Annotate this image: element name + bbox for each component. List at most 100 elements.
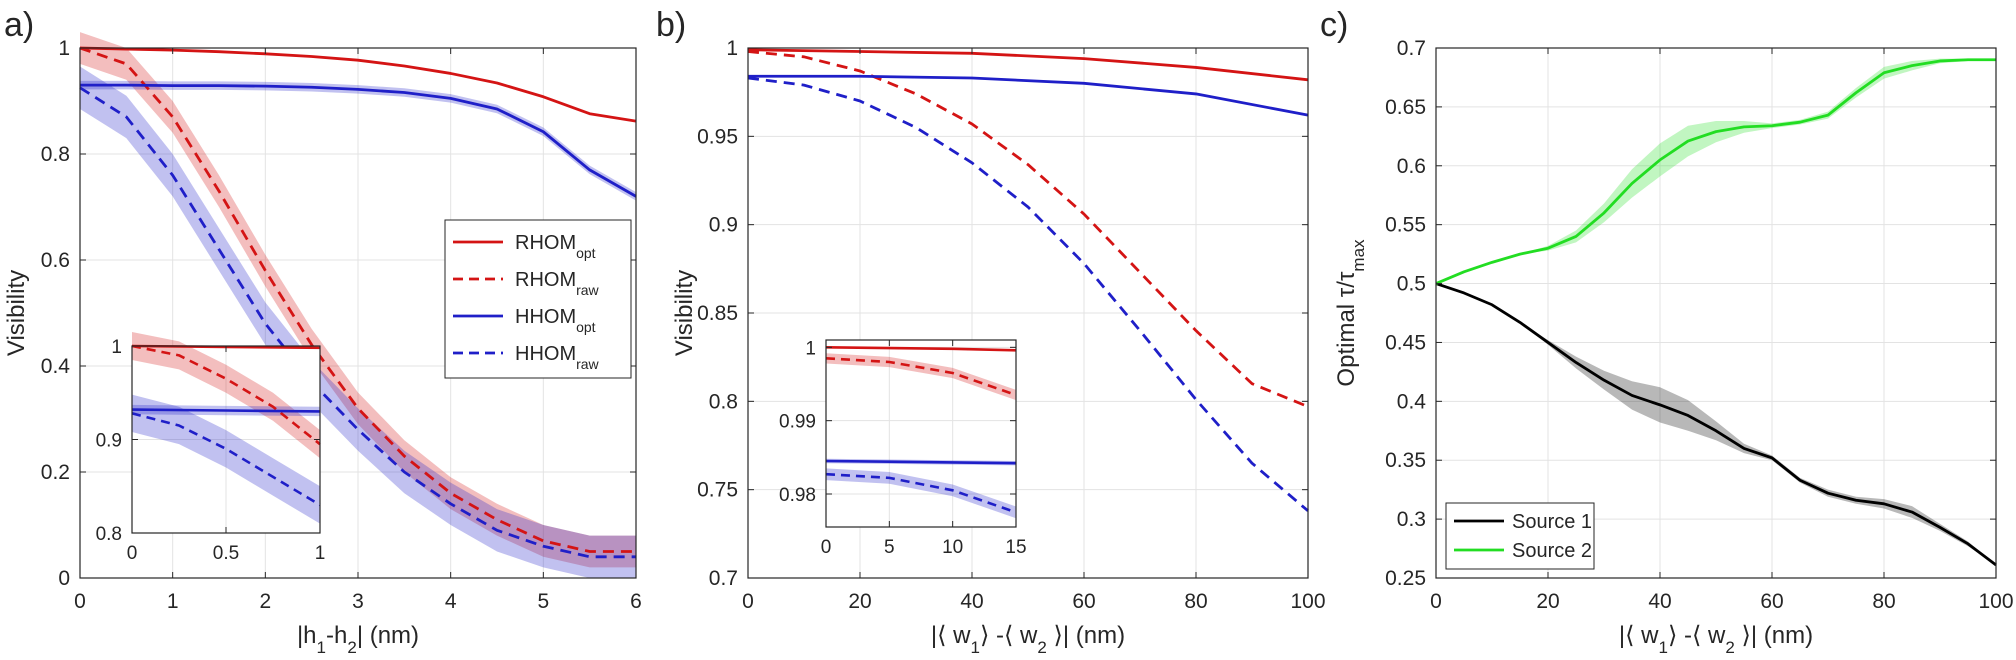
- x-axis-label: |h1-h2| (nm): [297, 622, 419, 657]
- series-band-HHOMopt: [80, 80, 636, 201]
- y-axis-label: Visibility: [3, 270, 30, 356]
- series-line-s3: [131, 412, 321, 507]
- series-line-HHOMraw: [747, 76, 1309, 512]
- y-tick-label: 0.7: [709, 567, 738, 590]
- y-tick-label: 0.98: [779, 485, 816, 506]
- legend-label-sub: opt: [576, 245, 596, 261]
- inset-panel-a: 0 0.5 1 0.8 0.9 1: [96, 331, 325, 564]
- label-subscript: 1: [971, 638, 980, 657]
- x-tick-label: 5: [537, 590, 549, 613]
- x-tick-label: 3: [352, 590, 364, 613]
- label-subscript: 2: [1037, 638, 1046, 657]
- series-band-HHOMraw: [80, 66, 636, 579]
- y-tick-label: 0.25: [1385, 567, 1426, 590]
- series-line-s1: [131, 344, 321, 446]
- series-band-s3: [826, 468, 1016, 519]
- y-tick-label: 0.85: [697, 302, 738, 325]
- y-tick-label: 0.8: [41, 143, 70, 166]
- inset-frame: [825, 339, 1017, 528]
- series-line-HHOMraw: [79, 86, 636, 559]
- x-tick-label: 15: [1005, 537, 1026, 558]
- y-tick-label: 0.3: [1397, 508, 1426, 531]
- y-tick-label: 1: [111, 337, 122, 358]
- label-text: ⟩| (nm): [1047, 622, 1125, 649]
- legend-entry-HHOMraw: HHOMraw: [515, 343, 600, 372]
- x-tick-label: 10: [942, 537, 963, 558]
- series-band-Source 1: [1436, 283, 1996, 566]
- label-subscript: 2: [347, 638, 356, 657]
- series-line-RHOMraw: [747, 50, 1309, 408]
- legend-label-main: RHOM: [515, 269, 576, 291]
- legend-panel-c: Source 1 Source 2: [1445, 502, 1595, 570]
- legend-label-main: HHOM: [515, 306, 576, 328]
- panel-tag: c): [1320, 6, 1348, 44]
- x-tick-label: 40: [1648, 590, 1671, 613]
- legend-label-sub: raw: [576, 282, 599, 298]
- y-tick-label: 0.8: [709, 390, 738, 413]
- label-text: |h: [297, 622, 317, 649]
- x-tick-label: 0: [742, 590, 754, 613]
- y-axis-label: Optimal τ/τmax: [1333, 239, 1368, 387]
- x-tick-label: 20: [1536, 590, 1559, 613]
- y-tick-label: 0.2: [41, 461, 70, 484]
- legend-label-main: RHOM: [515, 232, 576, 254]
- y-tick-label: 0.65: [1385, 96, 1426, 119]
- legend-label-sub: opt: [576, 319, 596, 335]
- x-tick-label: 100: [1978, 590, 2013, 613]
- y-tick-label: 0.4: [41, 355, 71, 378]
- label-text: ⟩| (nm): [1735, 622, 1813, 649]
- x-tick-label: 0.5: [213, 543, 239, 564]
- x-tick-label: 20: [848, 590, 871, 613]
- x-tick-label: 0: [1430, 590, 1442, 613]
- y-tick-label: 1: [805, 338, 816, 359]
- legend-entry-Source 1: Source 1: [1512, 511, 1592, 533]
- label-subscript: 2: [1725, 638, 1734, 657]
- x-tick-label: 4: [445, 590, 457, 613]
- label-subscript: max: [1349, 239, 1368, 272]
- series-line-s2: [825, 459, 1017, 465]
- x-tick-label: 0: [127, 543, 138, 564]
- series-line-RHOMopt: [747, 48, 1309, 82]
- legend-entry-Source 2: Source 2: [1512, 540, 1592, 562]
- x-tick-label: 80: [1184, 590, 1207, 613]
- y-tick-label: 0.99: [779, 412, 816, 433]
- plot-background: [1436, 48, 1996, 578]
- y-tick-label: 0.95: [697, 125, 738, 148]
- y-tick-label: 0.9: [709, 214, 738, 237]
- y-tick-label: 0.75: [697, 479, 738, 502]
- legend-label-sub: raw: [576, 356, 599, 372]
- y-tick-label: 0.9: [96, 431, 122, 452]
- axes-frame: [1435, 47, 1997, 579]
- legend-box: [1445, 502, 1595, 570]
- x-tick-label: 80: [1872, 590, 1895, 613]
- y-tick-label: 0.4: [1397, 390, 1427, 413]
- legend-entry-RHOMraw: RHOMraw: [515, 269, 600, 298]
- x-tick-label: 0: [74, 590, 86, 613]
- y-tick-label: 0.8: [96, 524, 122, 545]
- panel-tag: a): [4, 6, 34, 44]
- series-line-HHOMopt: [80, 83, 637, 198]
- series-line-s3: [825, 472, 1017, 514]
- x-axis-label: |⟨ w1⟩ -⟨ w2 ⟩| (nm): [1619, 622, 1813, 657]
- x-tick-label: 2: [259, 590, 271, 613]
- series-line-s1: [825, 357, 1017, 397]
- legend-entry-HHOMopt: HHOMopt: [515, 306, 596, 335]
- x-axis-label: |⟨ w1⟩ -⟨ w2 ⟩| (nm): [931, 622, 1125, 657]
- inset-panel-b: 0 5 10 15 0.98 0.99 1: [779, 338, 1027, 558]
- panel-tag: b): [656, 6, 686, 44]
- x-tick-label: 40: [960, 590, 983, 613]
- panel-c: 0 20 40 60 80 100 0.25 0.3 0.35 0.4 0.45 0.5 0.55 0.6…: [1320, 6, 2014, 657]
- legend-entry-RHOMopt: RHOMopt: [515, 232, 596, 261]
- label-text: | (nm): [357, 622, 419, 649]
- label-subscript: 1: [1659, 638, 1668, 657]
- label-text: |⟨ w: [931, 622, 971, 649]
- y-tick-label: 0.55: [1385, 214, 1426, 237]
- y-tick-label: 0.35: [1385, 449, 1426, 472]
- y-tick-label: 0: [58, 567, 70, 590]
- y-tick-label: 0.6: [1397, 155, 1426, 178]
- x-tick-label: 60: [1072, 590, 1095, 613]
- series-band-s1: [826, 353, 1016, 401]
- series-line-HHOMopt: [748, 74, 1309, 117]
